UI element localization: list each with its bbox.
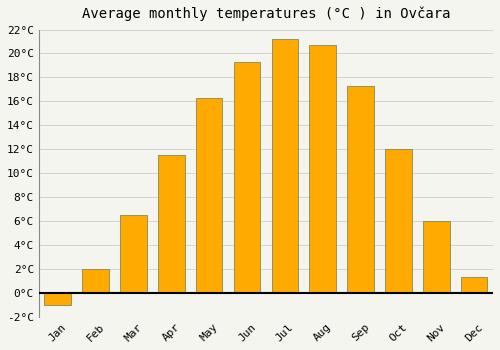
Bar bbox=[348, 86, 374, 293]
Bar bbox=[310, 45, 336, 293]
Bar bbox=[423, 221, 450, 293]
Bar bbox=[120, 215, 146, 293]
Bar bbox=[44, 293, 71, 305]
Bar bbox=[196, 98, 222, 293]
Bar bbox=[272, 39, 298, 293]
Bar bbox=[82, 269, 109, 293]
Bar bbox=[234, 62, 260, 293]
Bar bbox=[461, 277, 487, 293]
Title: Average monthly temperatures (°C ) in Ovčara: Average monthly temperatures (°C ) in Ov… bbox=[82, 7, 450, 21]
Bar bbox=[158, 155, 184, 293]
Bar bbox=[385, 149, 411, 293]
